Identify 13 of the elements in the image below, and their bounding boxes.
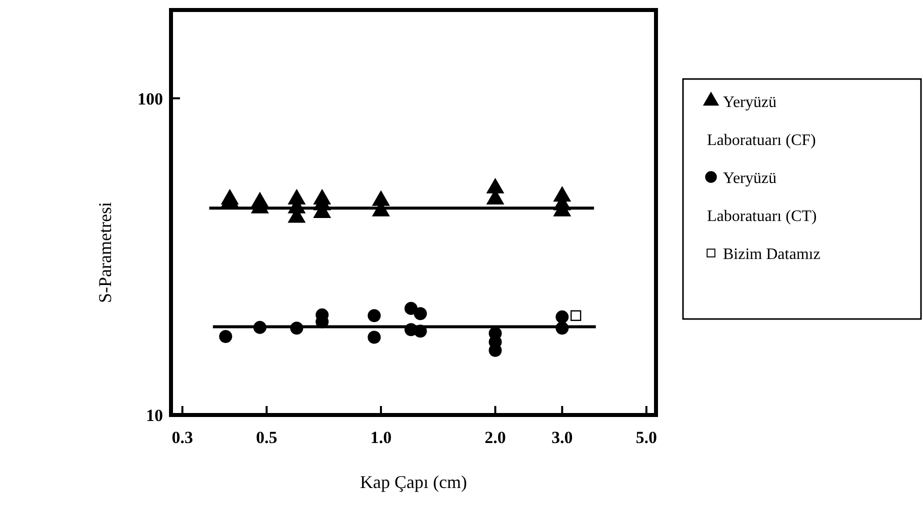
- x-tick-label: 0.5: [256, 428, 278, 447]
- text: Yeryüzü Laboratuarı (CF): [707, 94, 816, 149]
- x-tick-label: 5.0: [636, 428, 658, 447]
- x-tick-label: 0.3: [172, 428, 194, 447]
- text: Yeryüzü Laboratuarı (CT): [707, 170, 817, 225]
- legend-label: Bizim Datamız: [723, 246, 820, 263]
- y-tick-label: 100: [138, 89, 163, 108]
- y-tick-label: 10: [146, 406, 163, 425]
- x-tick-label: 3.0: [552, 428, 573, 447]
- y-axis-title: S-Parametresi: [95, 202, 115, 303]
- x-axis-title: Kap Çapı (cm): [360, 472, 467, 492]
- x-tick-label: 1.0: [370, 428, 392, 447]
- x-tick-label: 2.0: [484, 428, 506, 447]
